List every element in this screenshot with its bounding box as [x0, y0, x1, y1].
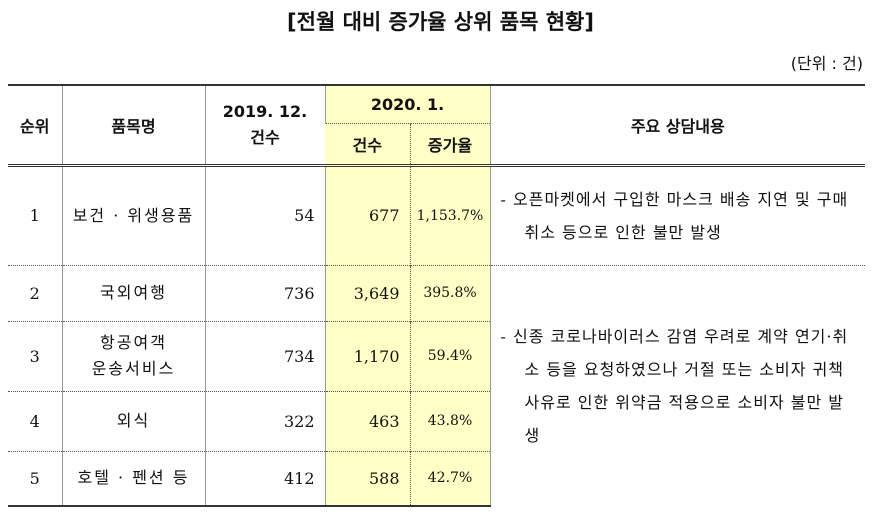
rate-cell: 42.7% — [409, 450, 491, 507]
header-text: 2019. 12. — [222, 101, 308, 121]
table-row: 2 국외여행 736 3,649 395.8% - 신종 코로나바이러스 감염 우려로 계… — [8, 264, 866, 506]
rate-cell: 43.8% — [409, 390, 491, 451]
prev-count-cell: 412 — [204, 450, 325, 507]
table-body: 1 보건 · 위생용품 54 677 1,153.7% - 오픈마켓에서 구입한 마스크 … — [8, 164, 866, 507]
rate-cell: 1,153.7% — [409, 164, 491, 265]
rank-cell: 4 — [8, 390, 62, 451]
header-cell: 순위 — [8, 84, 62, 167]
note-cell: - 오픈마켓에서 구입한 마스크 배송 지연 및 구매 취소 등으로 인한 불만… — [489, 164, 866, 265]
item-line: 보건 · 위생용품 — [72, 205, 195, 225]
header-row: 건수 증가율 — [8, 123, 865, 167]
header-row: 순위 품목명 2019. 12. 건수 2020. 1. 주요 상담내용 — [8, 84, 866, 167]
header-cell: 건수 — [325, 123, 410, 167]
rank-cell: 3 — [8, 320, 62, 391]
note-cell: - 신종 코로나바이러스 감염 우려로 계약 연기·취소 등을 요청하였으나 거… — [489, 264, 866, 506]
header-text: 건수 — [250, 127, 280, 147]
count-cell: 677 — [324, 164, 410, 265]
header-cell: 품목명 — [61, 84, 205, 167]
item-line: 국외여행 — [100, 283, 167, 302]
item-cell: 보건 · 위생용품 — [61, 164, 205, 265]
count-cell: 3,649 — [324, 264, 410, 321]
table-row: 1 보건 · 위생용품 54 677 1,153.7% - 오픈마켓에서 구입한 마스크 … — [8, 164, 866, 265]
prev-count-cell: 734 — [204, 320, 325, 391]
title: [전월 대비 증가율 상위 품목 현황] — [287, 10, 594, 34]
count-cell: 463 — [324, 390, 410, 451]
prev-count-cell: 54 — [204, 164, 325, 265]
table-row: 5 호텔 · 펜션 등 412 588 42.7% — [8, 450, 865, 507]
unit-label: (단위 : 건) — [790, 54, 863, 73]
item-line: 호텔 · 펜션 등 — [77, 468, 190, 488]
table: 순위 품목명 2019. 12. 건수 2020. 1. 주요 상담내용 건수 … — [8, 84, 866, 507]
header-cell: 2020. 1. — [324, 84, 491, 124]
item-line: 운송서비스 — [91, 359, 176, 378]
item-cell: 국외여행 — [61, 264, 205, 321]
prev-count-cell: 322 — [204, 390, 325, 451]
item-cell: 호텔 · 펜션 등 — [61, 450, 205, 507]
rank-cell: 1 — [8, 164, 62, 265]
header-cell: 2019. 12. 건수 — [204, 84, 325, 167]
rate-cell: 395.8% — [409, 264, 491, 321]
header-cell: 증가율 — [409, 123, 491, 167]
table-row: 3 항공여객 운송서비스 734 1,170 59.4% — [8, 320, 865, 391]
rate-cell: 59.4% — [409, 320, 491, 391]
table-header: 순위 품목명 2019. 12. 건수 2020. 1. 주요 상담내용 건수 … — [8, 84, 866, 167]
table-row: 4 외식 322 463 43.8% — [8, 390, 865, 451]
count-cell: 588 — [324, 450, 410, 507]
item-line: 항공여객 — [100, 333, 167, 352]
header-cell: 주요 상담내용 — [489, 84, 866, 167]
item-cell: 외식 — [61, 390, 205, 451]
count-cell: 1,170 — [324, 320, 410, 391]
prev-count-cell: 736 — [204, 264, 325, 321]
rank-cell: 5 — [8, 450, 62, 507]
rank-cell: 2 — [8, 264, 62, 321]
item-line: 외식 — [116, 411, 151, 430]
